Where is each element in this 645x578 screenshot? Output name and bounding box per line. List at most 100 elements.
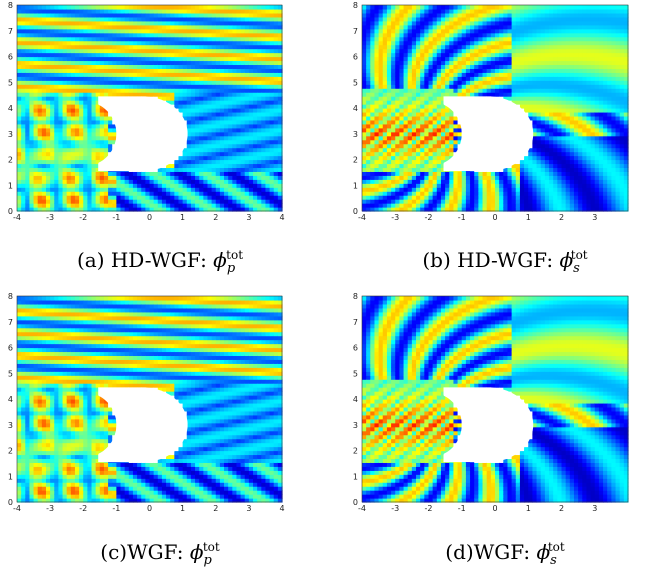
heatmap-cell (474, 16, 479, 22)
heatmap-cell (374, 167, 380, 172)
heatmap-cell (432, 72, 438, 77)
heatmap-cell (199, 135, 204, 141)
heatmap-cell (399, 40, 405, 46)
heatmap-cell (486, 56, 492, 62)
heatmap-cell (457, 60, 463, 66)
heatmap-cell (424, 127, 430, 133)
heatmap-cell (370, 60, 376, 66)
heatmap-cell (170, 32, 175, 38)
heatmap-cell (74, 60, 80, 66)
heatmap-cell (453, 16, 459, 22)
heatmap-cell (416, 167, 421, 172)
heatmap-cell (108, 36, 113, 42)
heatmap-cell (37, 171, 43, 176)
heatmap-cell (37, 111, 43, 117)
heatmap-cell (366, 195, 371, 200)
heatmap-cell (219, 163, 225, 169)
heatmap-cell (83, 60, 88, 66)
heatmap-cell (124, 24, 130, 30)
heatmap-cell (66, 32, 72, 38)
heatmap-cell (199, 191, 204, 196)
heatmap-cell (170, 40, 175, 46)
heatmap-cell (428, 84, 434, 89)
heatmap-cell (178, 8, 184, 14)
heatmap-cell (482, 195, 488, 200)
heatmap-cell (424, 151, 430, 157)
heatmap-cell (232, 131, 238, 137)
heatmap-cell (99, 171, 105, 176)
heatmap-cell (378, 56, 384, 62)
heatmap-cell (382, 40, 388, 46)
heatmap-cell (224, 48, 229, 54)
heatmap-cell (45, 60, 51, 66)
heatmap-cell (378, 151, 384, 157)
heatmap-cell (399, 60, 405, 66)
heatmap-cell (199, 32, 204, 38)
heatmap-cell (378, 119, 384, 125)
heatmap-cell (79, 115, 84, 121)
heatmap-cell (91, 36, 97, 42)
heatmap-cell (62, 183, 68, 188)
heatmap-cell (174, 183, 180, 188)
heatmap-cell (395, 80, 401, 85)
heatmap-cell (25, 127, 31, 133)
heatmap-cell (137, 64, 142, 69)
heatmap-cell (41, 64, 47, 69)
heatmap-cell (203, 108, 209, 113)
heatmap-cell (137, 183, 142, 188)
heatmap-cell (161, 20, 167, 26)
heatmap-cell (54, 167, 60, 172)
heatmap-cell (215, 131, 221, 137)
heatmap-cell (211, 203, 217, 208)
heatmap-cell (54, 203, 60, 208)
heatmap-cell (470, 187, 475, 192)
heatmap-cell (79, 195, 84, 200)
heatmap-cell (66, 16, 72, 22)
heatmap-cell (199, 127, 204, 133)
heatmap-cell (424, 68, 430, 73)
heatmap-cell (50, 163, 55, 169)
heatmap-cell (70, 191, 76, 196)
heatmap-cell (407, 131, 413, 137)
heatmap-cell (91, 88, 97, 93)
heatmap-cell (190, 5, 196, 10)
heatmap-cell (120, 68, 126, 73)
heatmap-cell (199, 199, 204, 204)
heatmap-cell (362, 111, 367, 117)
heatmap-cell (29, 32, 35, 38)
heatmap-cell (461, 60, 467, 66)
heatmap-cell (478, 20, 484, 26)
heatmap-cell (182, 155, 188, 161)
heatmap-cell (29, 12, 35, 18)
heatmap-cell (33, 195, 39, 200)
heatmap-cell (395, 139, 401, 145)
heatmap-cell (91, 159, 97, 165)
heatmap-cell (453, 92, 459, 97)
heatmap-cell (87, 195, 93, 200)
heatmap-cell (411, 36, 417, 42)
heatmap-cell (95, 159, 101, 165)
heatmap-cell (132, 183, 138, 188)
heatmap-cell (116, 40, 122, 46)
heatmap-cell (374, 16, 380, 22)
heatmap-cell (474, 64, 479, 69)
heatmap-cell (186, 104, 192, 109)
heatmap-cell (70, 151, 76, 157)
heatmap-cell (449, 16, 455, 22)
heatmap-cell (370, 167, 376, 172)
heatmap-cell (91, 151, 97, 157)
heatmap-cell (445, 155, 450, 161)
heatmap-cell (174, 96, 180, 101)
heatmap-cell (95, 24, 101, 30)
heatmap-cell (395, 115, 401, 121)
heatmap-cell (386, 159, 392, 165)
heatmap-cell (215, 119, 221, 125)
heatmap-cell (50, 191, 55, 196)
heatmap-cell (382, 64, 388, 69)
heatmap-cell (128, 191, 134, 196)
heatmap-cell (116, 84, 122, 89)
heatmap-cell (219, 143, 225, 149)
heatmap-cell (436, 131, 442, 137)
heatmap-cell (224, 127, 229, 133)
heatmap-cell (232, 127, 238, 133)
